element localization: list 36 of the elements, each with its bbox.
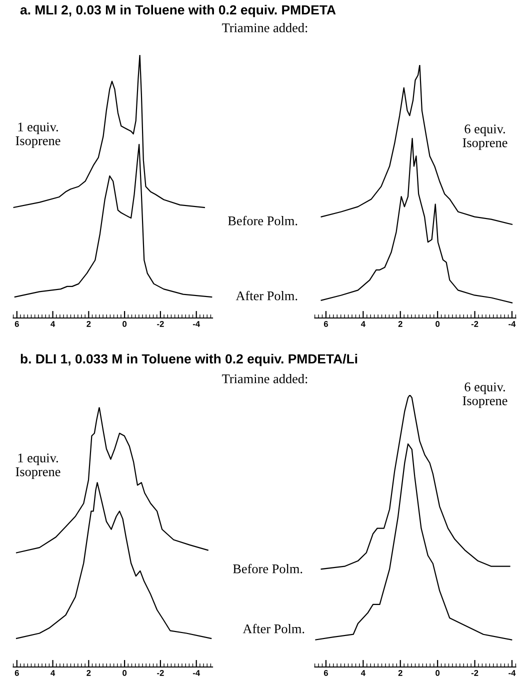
x-tick-label: -2 [157,321,164,327]
x-tick-label: -4 [192,670,200,676]
chart-title: a. MLI 2, 0.03 M in Toluene with 0.2 equiv. PMDETA [20,4,336,18]
x-tick-label: 0 [436,670,440,676]
text: Triamine added: [222,374,308,384]
x-tick-label: -4 [508,321,516,327]
x-tick-label: 4 [50,321,56,327]
text: Triamine added: [222,23,308,32]
series-label: Before Polm. [233,564,302,574]
x-tick-label: 0 [436,321,440,327]
x-tick-label: 2 [86,670,91,676]
x-tick-label: 0 [122,321,127,327]
x-tick-label: 2 [398,321,402,327]
x-tick-label: -2 [471,670,478,676]
series-label: Before Polm. [228,216,298,226]
x-tick-label: 6 [324,321,328,327]
x-tick-label: 6 [14,321,19,327]
x-tick-label: 0 [122,670,127,676]
x-tick-label: -2 [471,321,478,327]
x-tick-label: -2 [157,670,164,676]
x-tick-label: -4 [508,670,516,676]
x-tick-label: 4 [360,321,366,327]
x-tick-label: 4 [50,670,56,676]
series-label: After Polm. [236,290,298,300]
x-tick-label: 6 [324,670,328,676]
x-tick-label: 6 [14,670,19,676]
x-tick-label: -4 [192,321,200,327]
annotation: 6 equiv. Isoprene [462,382,508,408]
x-tick-label: 4 [360,670,366,676]
x-tick-label: 2 [398,670,402,676]
annotation: 1 equiv. Isoprene [16,454,60,479]
chart-title: b. DLI 1, 0.033 M in Toluene with 0.2 equiv. PMDETA/Li [20,354,358,366]
x-tick-label: 2 [86,321,91,327]
annotation: 6 equiv. Isoprene [462,124,508,150]
series-label: After Polm. [242,624,304,634]
annotation: 1 equiv. Isoprene [16,122,60,148]
